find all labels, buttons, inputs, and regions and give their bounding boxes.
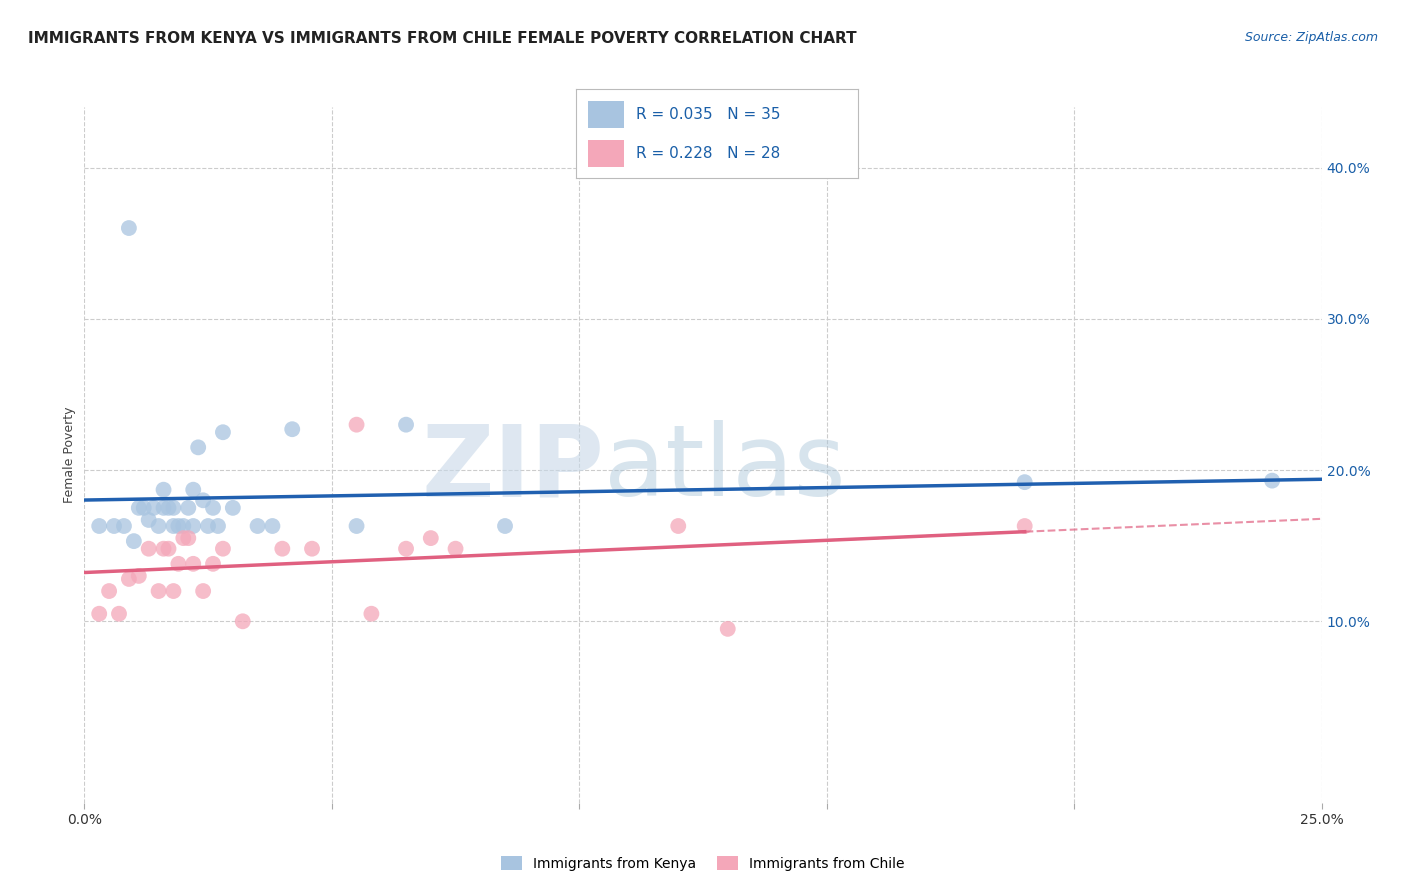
Point [202, 557, 225, 571]
Point [666, 519, 689, 533]
Point [1014, 519, 1036, 533]
Point [191, 493, 214, 508]
Point [1261, 474, 1284, 488]
Point [181, 519, 204, 533]
Point [162, 584, 184, 599]
Point [301, 541, 323, 556]
Point [191, 584, 214, 599]
Point [177, 531, 200, 545]
Point [246, 519, 269, 533]
Point [157, 500, 180, 515]
Point [152, 541, 174, 556]
Point [162, 500, 184, 515]
Point [132, 500, 155, 515]
Bar [588, 101, 624, 128]
Point [181, 483, 204, 497]
Point [128, 569, 150, 583]
Point [346, 417, 368, 432]
Point [172, 531, 194, 545]
Point [271, 541, 294, 556]
Point [108, 607, 131, 621]
Point [207, 519, 229, 533]
Point [142, 500, 165, 515]
Point [167, 557, 190, 571]
Point [395, 541, 418, 556]
Point [346, 519, 368, 533]
Point [212, 425, 235, 440]
Point [717, 622, 740, 636]
Point [360, 607, 382, 621]
Point [419, 531, 441, 545]
Point [281, 422, 304, 436]
Point [157, 541, 180, 556]
Point [148, 519, 170, 533]
Point [152, 483, 174, 497]
Point [187, 441, 209, 455]
Point [181, 557, 204, 571]
Point [262, 519, 284, 533]
Point [395, 417, 418, 432]
Point [112, 519, 135, 533]
Point [138, 513, 160, 527]
Text: IMMIGRANTS FROM KENYA VS IMMIGRANTS FROM CHILE FEMALE POVERTY CORRELATION CHART: IMMIGRANTS FROM KENYA VS IMMIGRANTS FROM… [28, 31, 856, 46]
Point [89, 607, 111, 621]
Point [494, 519, 516, 533]
Point [138, 541, 160, 556]
Text: R = 0.035   N = 35: R = 0.035 N = 35 [636, 107, 780, 121]
Point [162, 519, 184, 533]
Text: atlas: atlas [605, 420, 845, 517]
Point [444, 541, 467, 556]
Legend: Immigrants from Kenya, Immigrants from Chile: Immigrants from Kenya, Immigrants from C… [496, 850, 910, 876]
Y-axis label: Female Poverty: Female Poverty [63, 407, 76, 503]
Point [122, 534, 145, 549]
Point [177, 500, 200, 515]
Point [1014, 475, 1036, 490]
Point [212, 541, 235, 556]
Point [202, 500, 225, 515]
Point [118, 221, 141, 235]
Text: ZIP: ZIP [422, 420, 605, 517]
Text: Source: ZipAtlas.com: Source: ZipAtlas.com [1244, 31, 1378, 45]
Point [222, 500, 245, 515]
Point [148, 584, 170, 599]
Point [98, 584, 121, 599]
Point [172, 519, 194, 533]
Text: R = 0.228   N = 28: R = 0.228 N = 28 [636, 146, 780, 161]
Point [167, 519, 190, 533]
Point [128, 500, 150, 515]
Point [232, 615, 254, 629]
Bar [588, 140, 624, 167]
Point [89, 519, 111, 533]
Point [197, 519, 219, 533]
Point [118, 572, 141, 586]
Point [152, 500, 174, 515]
Point [103, 519, 125, 533]
